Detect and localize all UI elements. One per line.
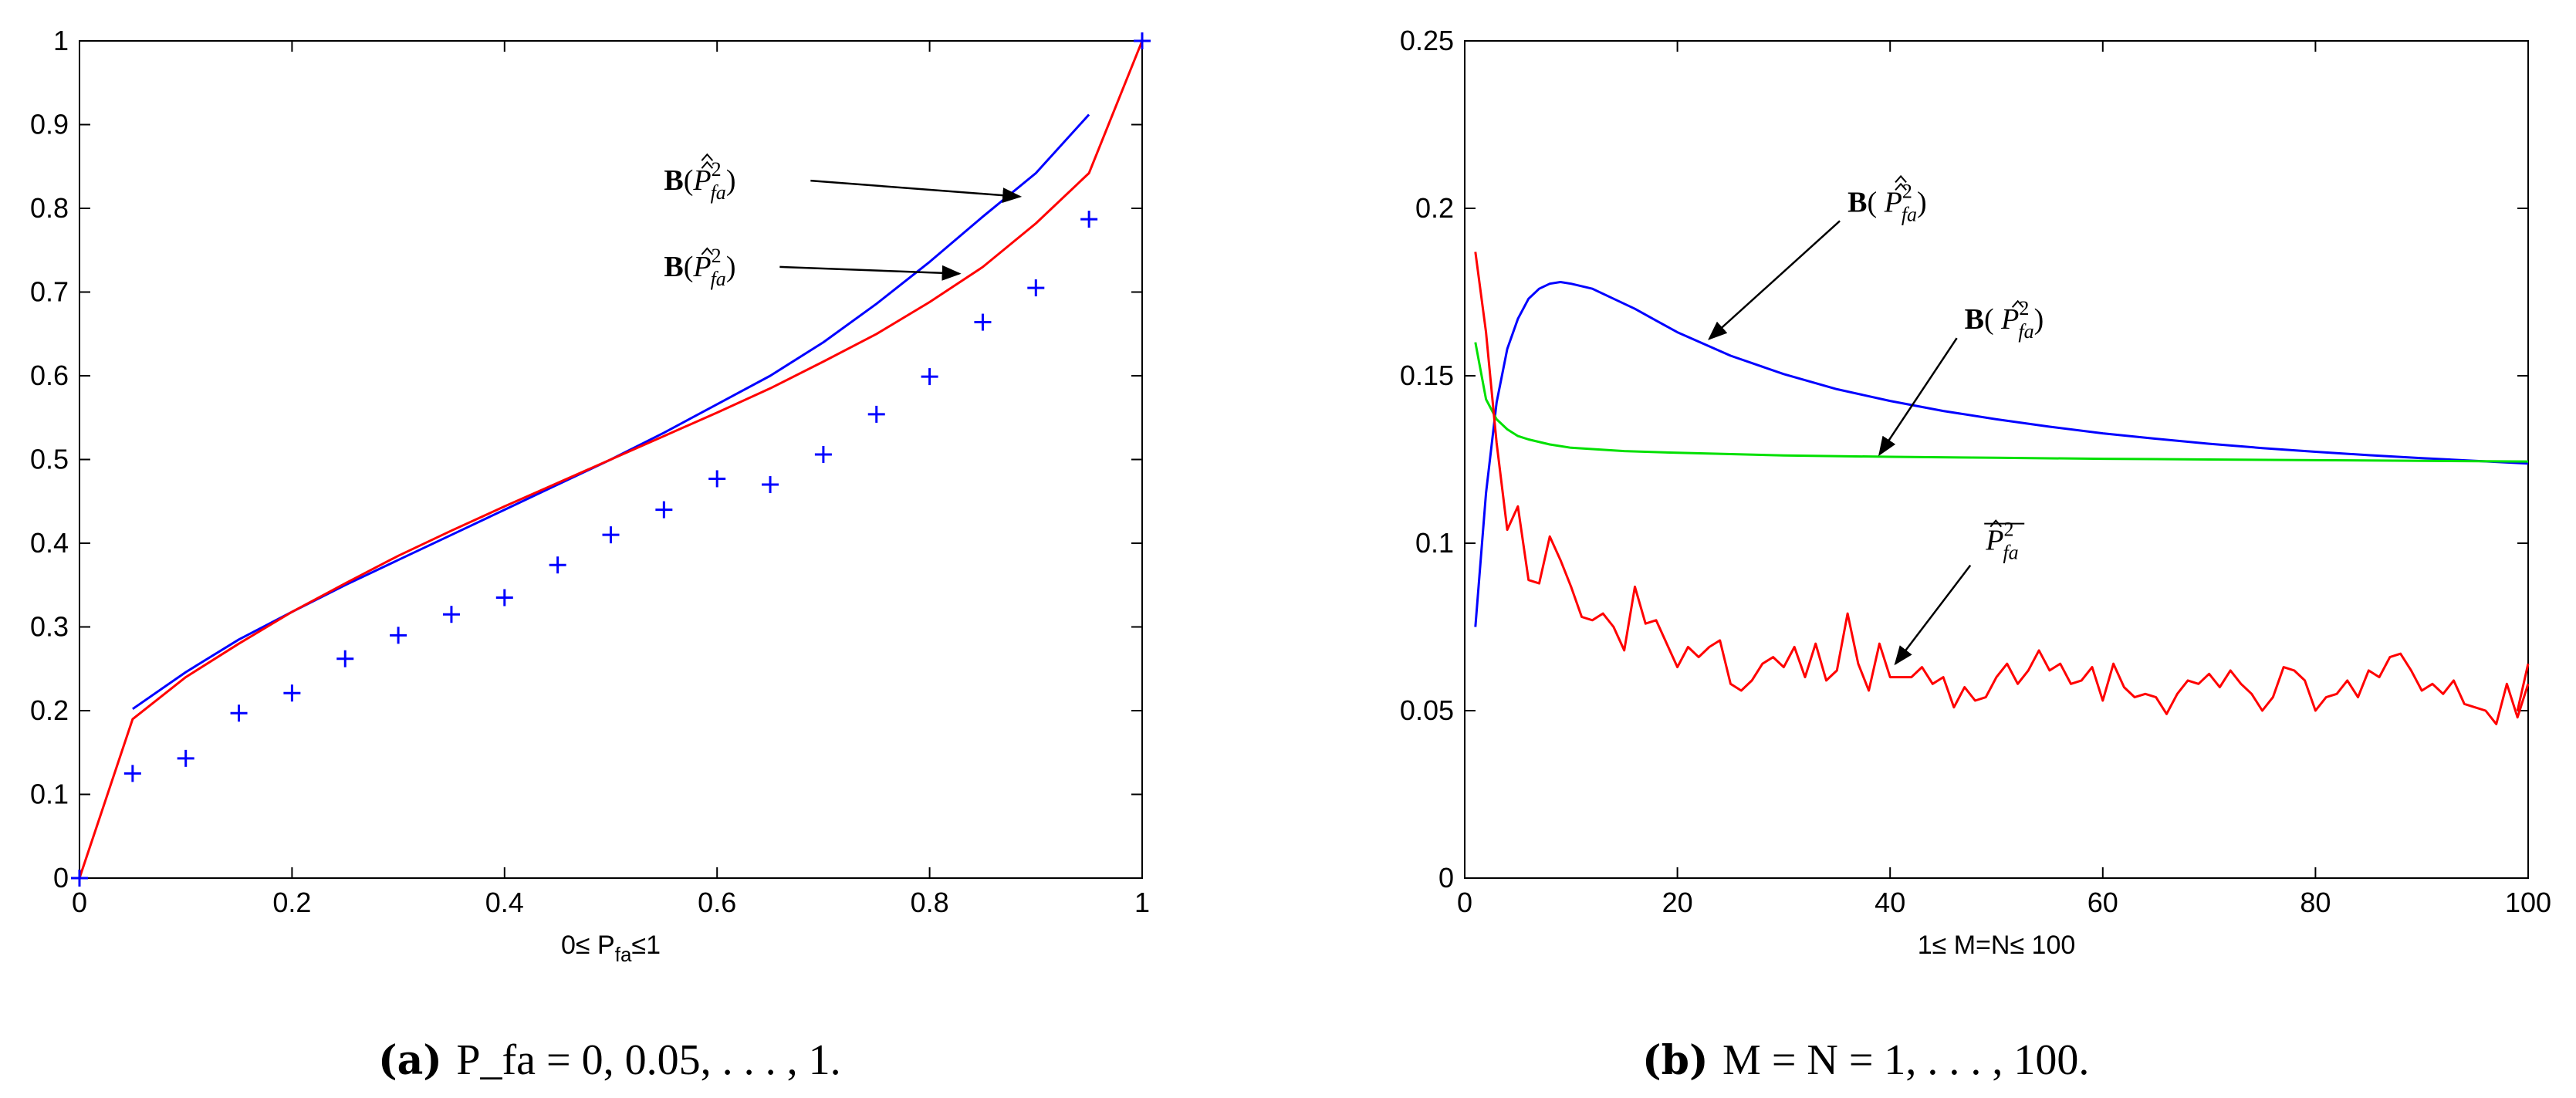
- chart-b-ytick-label: 0: [1438, 862, 1454, 894]
- chart-b-xtick-label: 0: [1457, 887, 1472, 918]
- chart-a-data-point: [708, 470, 726, 488]
- chart-a-ytick-label: 0: [53, 862, 69, 894]
- chart-a-data-point: [814, 445, 832, 463]
- chart-a-data-point: [974, 313, 992, 331]
- chart-b-ytick-label: 0.1: [1415, 527, 1454, 559]
- chart-a-xtick-label: 1: [1134, 887, 1150, 918]
- chart-a-data-point: [867, 405, 885, 423]
- chart-a-data-point: [123, 765, 141, 782]
- chart-a-annotation-hat: [701, 247, 714, 255]
- chart-b-xtick-label: 100: [2505, 887, 2551, 918]
- chart-b-xlabel: 1≤ M=N≤ 100: [1918, 931, 2076, 960]
- chart-b-annotation-arrow: [1894, 564, 1972, 666]
- chart-b-annotation-hat: [1895, 182, 1907, 191]
- chart-a-data-point: [1027, 279, 1045, 297]
- chart-b-annotation-hat: [2011, 299, 2024, 308]
- chart-a-annotation: B(P2 fa): [664, 245, 962, 290]
- chart-a-ytick-label: 0.9: [30, 109, 69, 140]
- chart-b-annotation-hat: [1989, 519, 2002, 528]
- caption-a: (a) P_fa = 0, 0.05, . . . , 1.: [378, 1036, 841, 1084]
- chart-a-data-point: [1134, 32, 1151, 49]
- chart-a-xtick-label: 0.6: [698, 887, 736, 918]
- chart-b-annotation-label: B( P2 fa): [1847, 180, 1927, 225]
- caption-b-text: M = N = 1, . . . , 100.: [1722, 1036, 2089, 1084]
- chart-a-ytick-label: 0.8: [30, 192, 69, 224]
- chart-b-xtick-label: 40: [1875, 887, 1905, 918]
- chart-b-series-line: [2516, 663, 2530, 711]
- chart-a-xlabel: 0≤ Pfa≤1: [561, 931, 661, 966]
- chart-b: 0 20 40 60 80 100 0 0.05 0.1 0.15 0.2 0.25 1≤ M=N≤ 1…: [1400, 25, 2551, 960]
- chart-a-data-point: [71, 870, 88, 887]
- chart-a-annotation-hat: [701, 160, 714, 169]
- chart-a-data-point: [230, 704, 248, 722]
- chart-a-annotation-label: B(P2 fa): [664, 158, 735, 204]
- chart-b-annotation: B( P2 fa): [1708, 174, 1927, 340]
- chart-a-xtick-label: 0.4: [485, 887, 524, 918]
- chart-a-ytick-label: 0.1: [30, 779, 69, 810]
- caption-b: (b) M = N = 1, . . . , 100.: [1642, 1036, 2089, 1084]
- chart-a-ytick-label: 0.6: [30, 360, 69, 391]
- chart-a-annotation-label: B(P2 fa): [664, 245, 735, 290]
- chart-a-data-point: [495, 589, 513, 606]
- chart-b-ytick-label: 0.25: [1400, 25, 1454, 56]
- captions: (a) P_fa = 0, 0.05, . . . , 1. (b) M = N…: [378, 1036, 2089, 1084]
- caption-a-tag: (a): [378, 1037, 442, 1084]
- chart-a-xtick-label: 0.8: [911, 887, 949, 918]
- chart-b-annotation-label: P2 fa: [1985, 519, 2018, 564]
- chart-b-series-line: [1474, 342, 2529, 463]
- chart-a-xtick-label: 0.2: [272, 887, 311, 918]
- chart-a-data-point: [283, 684, 301, 702]
- chart-b-xtick-label: 80: [2300, 887, 2331, 918]
- chart-a-data-point: [921, 368, 938, 386]
- chart-a-data-point: [655, 501, 673, 519]
- caption-b-tag: (b): [1642, 1037, 1709, 1084]
- chart-a-ytick-label: 0.4: [30, 527, 69, 559]
- chart-b-annotation: B( P2 fa): [1878, 297, 2044, 457]
- chart-b-annotation: P2 fa: [1894, 519, 2025, 666]
- chart-b-axes-box: [1464, 40, 2529, 879]
- chart-a-data-point: [549, 556, 566, 574]
- chart-a-annotation: B(P2 fa): [664, 153, 1023, 204]
- chart-a-ytick-label: 0.3: [30, 611, 69, 643]
- chart-a: 0 0.2 0.4 0.6 0.8 1 0 0.1 0.2 0.3 0.4 0.5 0.6 0.7 0.8 0…: [30, 25, 1151, 966]
- chart-a-annotation-hat: [701, 153, 714, 161]
- chart-b-ytick-label: 0.15: [1400, 360, 1454, 391]
- chart-b-xtick-label: 20: [1662, 887, 1693, 918]
- chart-a-data-point: [1080, 211, 1098, 228]
- chart-a-data-point: [177, 749, 194, 767]
- chart-b-annotation-arrow: [1708, 220, 1841, 340]
- chart-b-series-line: [1474, 281, 2529, 627]
- chart-a-ytick-label: 0.2: [30, 694, 69, 726]
- chart-a-data-point: [442, 606, 460, 623]
- chart-a-xtick-label: 0: [72, 887, 87, 918]
- chart-a-series-line: [132, 113, 1090, 711]
- chart-b-xtick-label: 60: [2088, 887, 2118, 918]
- chart-a-ytick-label: 0.5: [30, 444, 69, 475]
- chart-a-data-point: [602, 526, 620, 544]
- chart-a-series-line: [78, 40, 1144, 879]
- chart-b-ytick-label: 0.2: [1415, 192, 1454, 224]
- chart-a-annotation-arrow: [779, 265, 962, 281]
- chart-a-data-point: [762, 476, 779, 494]
- chart-a-ytick-label: 1: [53, 25, 69, 56]
- caption-a-text: P_fa = 0, 0.05, . . . , 1.: [456, 1036, 840, 1084]
- chart-b-series-line: [1474, 252, 2530, 725]
- chart-b-ytick-label: 0.05: [1400, 694, 1454, 726]
- chart-b-annotation-label: B( P2 fa): [1965, 297, 2044, 343]
- chart-a-data-point: [336, 650, 354, 667]
- chart-a-annotation-arrow: [810, 179, 1023, 204]
- chart-a-data-point: [390, 627, 407, 644]
- chart-b-annotation-arrow: [1878, 337, 1958, 457]
- chart-a-ytick-label: 0.7: [30, 276, 69, 308]
- chart-b-annotation-hat: [1895, 174, 1907, 183]
